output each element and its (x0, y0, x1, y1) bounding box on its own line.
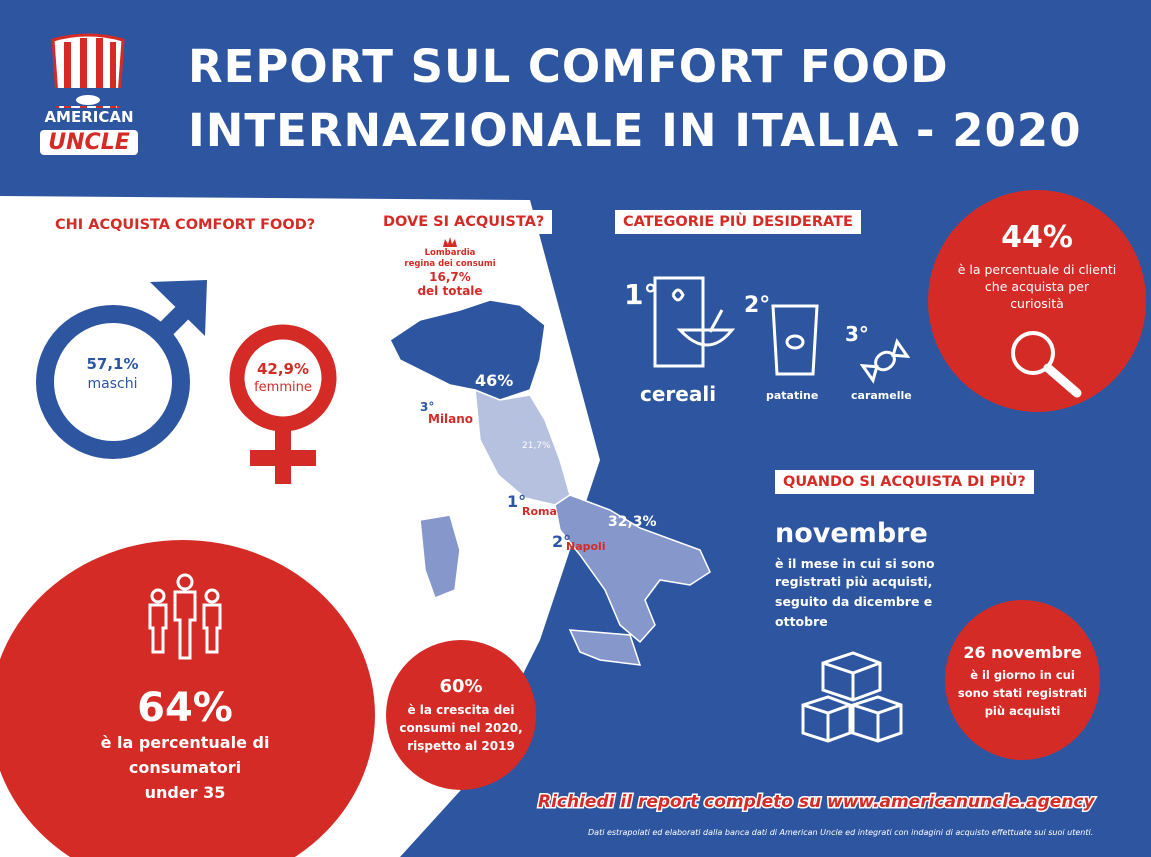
logo-top: AMERICAN (34, 108, 144, 126)
footer-note: Dati estrapolati ed elaborati dalla banc… (588, 828, 1094, 837)
candy-icon (860, 338, 910, 384)
growth-line3: rispetto al 2019 (407, 739, 515, 753)
curiosity-line3: curiosità (1010, 296, 1064, 311)
second-rank: 2° (744, 293, 771, 318)
lombardia-pct: 16,7% (429, 270, 471, 284)
rank2: 2° (552, 532, 572, 551)
under35-line2: consumatori (128, 758, 242, 777)
title-line2: INTERNAZIONALE IN ITALIA - 2020 (188, 104, 1082, 157)
map-heading: DOVE SI ACQUISTA? (375, 210, 553, 234)
day-circle (945, 600, 1100, 760)
when-line4: ottobre (775, 614, 828, 629)
when-line1: è il mese in cui si sono (775, 556, 935, 571)
city3: Milano (428, 412, 474, 426)
second-category: patatine (766, 389, 819, 402)
under35-line1: è la percentuale di (100, 733, 270, 752)
growth-pct: 60% (439, 676, 483, 697)
city2: Napoli (566, 540, 606, 553)
lombardia-line1: Lombardia (424, 248, 476, 258)
cereal-icon (653, 276, 735, 368)
categories-heading: CATEGORIE PIÙ DESIDERATE (615, 210, 861, 234)
when-month: novembre (775, 518, 928, 549)
when-heading: QUANDO SI ACQUISTA DI PIÙ? (775, 470, 1034, 494)
first-category: cereali (640, 382, 717, 406)
under35-line3: under 35 (144, 783, 226, 802)
growth-circle (386, 640, 536, 790)
male-icon (36, 280, 207, 459)
curiosity-pct: 44% (1001, 220, 1073, 255)
south-pct: 32,3% (608, 514, 657, 530)
gender-heading: CHI ACQUISTA COMFORT FOOD? (55, 217, 316, 233)
lombardia-line2: regina dei consumi (404, 259, 496, 269)
growth-line1: è la crescita dei (407, 703, 515, 717)
logo-bottom: UNCLE (40, 130, 138, 155)
lombardia-total: del totale (417, 284, 483, 298)
female-pct: 42,9% (256, 360, 310, 378)
title-line1: REPORT SUL COMFORT FOOD (188, 40, 949, 93)
under35-pct: 64% (137, 685, 233, 731)
crown-icon (443, 237, 457, 247)
female-label: femmine (254, 380, 312, 395)
curiosity-circle (928, 190, 1146, 412)
first-rank: 1° (624, 278, 658, 311)
growth-line2: consumi nel 2020, (399, 721, 523, 735)
boxes-icon (801, 651, 903, 743)
italy-map (389, 299, 711, 666)
curiosity-line2: che acquista per (984, 279, 1090, 294)
footer-cta[interactable]: Richiedi il report completo su www.ameri… (537, 791, 1097, 814)
male-label: maschi (87, 376, 138, 392)
logo: AMERICAN UNCLE (28, 30, 148, 165)
day-title: 26 novembre (963, 643, 1082, 662)
curiosity-line1: è la percentuale di clienti (957, 262, 1117, 277)
rank3: 3° (420, 400, 435, 414)
day-line1: è il giorno in cui (970, 668, 1075, 682)
day-line3: più acquisti (984, 704, 1061, 718)
third-category: caramelle (851, 389, 912, 402)
people-icon (148, 573, 222, 660)
day-line2: sono stati registrati (957, 686, 1088, 700)
third-rank: 3° (845, 322, 869, 346)
north-pct: 46% (475, 371, 514, 390)
when-line3: seguito da dicembre e (775, 594, 933, 609)
magnifier-icon (1011, 331, 1082, 398)
chips-icon (771, 304, 819, 376)
city1: Roma (522, 505, 557, 518)
when-line2: registrati più acquisti, (775, 574, 933, 589)
rank1: 1° (507, 492, 527, 511)
male-pct: 57,1% (86, 355, 139, 373)
center-pct: 21,7% (522, 441, 551, 451)
female-icon (229, 324, 337, 484)
